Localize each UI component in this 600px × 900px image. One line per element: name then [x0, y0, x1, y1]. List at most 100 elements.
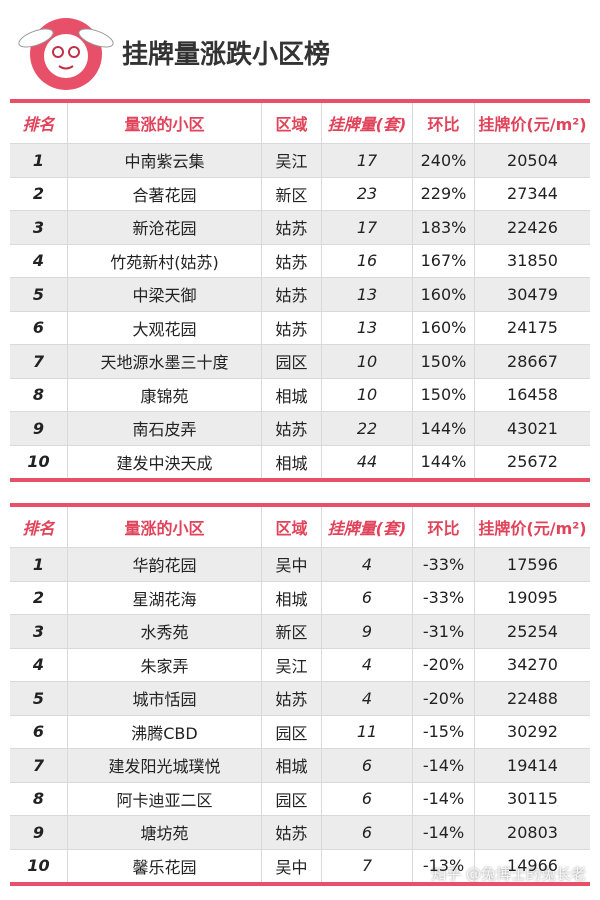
row: 7 天地源水墨三十度 园区 10 150% 28667	[10, 344, 590, 378]
cell: -31%	[413, 615, 475, 648]
cell: 160%	[413, 311, 475, 344]
cell: 5	[10, 682, 68, 715]
row: 10 建发中泱天成 相城 44 144% 25672	[10, 444, 590, 478]
cell: 9	[10, 816, 68, 849]
row: 4 竹苑新村(姑苏) 姑苏 16 167% 31850	[10, 243, 590, 277]
header-cell: 环比	[413, 507, 475, 547]
cell: 10	[322, 378, 413, 411]
row: 6 大观花园 姑苏 13 160% 24175	[10, 310, 590, 344]
cell: 新区	[262, 177, 322, 210]
cell: 16458	[507, 385, 558, 405]
cell: 9	[322, 615, 413, 648]
watermark: 知乎 @兔博士的兔长老	[431, 865, 586, 883]
cell: 11	[322, 715, 413, 748]
cell: 相城	[262, 581, 322, 614]
cell: 24175	[507, 318, 558, 338]
cell: 合著花园	[68, 177, 262, 210]
cell: 康锦苑	[68, 378, 262, 411]
table: 排名 量涨的小区 区域 挂牌量(套) 环比 挂牌价(元/m²) 1 华韵花园 吴中 4 -33% 17…	[10, 503, 590, 886]
cell: 4	[322, 682, 413, 715]
cell: 23	[322, 177, 413, 210]
cell: 园区	[262, 782, 322, 815]
cell: 10	[10, 849, 68, 882]
cell: 31850	[507, 251, 558, 271]
cell: 相城	[262, 749, 322, 782]
cell: 姑苏	[262, 278, 322, 311]
row: 9 塘坊苑 姑苏 6 -14% 20803	[10, 815, 590, 849]
table: 排名 量涨的小区 区域 挂牌量(套) 环比 挂牌价(元/m²) 1 中南紫云集 吴江 17 240%…	[10, 99, 590, 482]
cell: -15%	[413, 715, 475, 748]
cell: 13	[322, 278, 413, 311]
row: 3 水秀苑 新区 9 -31% 25254	[10, 614, 590, 648]
cell: -13%	[413, 849, 475, 882]
cell: 20803	[507, 822, 558, 842]
cell: 150%	[413, 378, 475, 411]
cell: 30479	[507, 284, 558, 304]
row: 5 中梁天御 姑苏 13 160% 30479	[10, 277, 590, 311]
cell: 22488	[507, 688, 558, 708]
cell: 天地源水墨三十度	[68, 345, 262, 378]
cell: 园区	[262, 715, 322, 748]
cell: 相城	[262, 445, 322, 478]
row: 2 星湖花海 相城 6 -33% 19095	[10, 580, 590, 614]
cell: 20504	[507, 150, 558, 170]
header-row: 排名 量涨的小区 区域 挂牌量(套) 环比 挂牌价(元/m²)	[10, 507, 590, 547]
row: 8 康锦苑 相城 10 150% 16458	[10, 377, 590, 411]
cell: 25672	[507, 452, 558, 472]
header-cell: 区域	[262, 507, 322, 547]
cell: 吴中	[262, 849, 322, 882]
cell: 阿卡迪亚二区	[68, 782, 262, 815]
cell: 6	[322, 816, 413, 849]
cell: 167%	[413, 244, 475, 277]
cell: 17	[322, 144, 413, 177]
cell: -14%	[413, 816, 475, 849]
row: 5 城市恬园 姑苏 4 -20% 22488	[10, 681, 590, 715]
cell: 2	[10, 581, 68, 614]
cell: 姑苏	[262, 311, 322, 344]
cell: -20%	[413, 682, 475, 715]
row: 7 建发阳光城璞悦 相城 6 -14% 19414	[10, 748, 590, 782]
cell: 华韵花园	[68, 548, 262, 581]
cell: 吴江	[262, 144, 322, 177]
cell: 17596	[507, 554, 558, 574]
cell: 新区	[262, 615, 322, 648]
cell: 144%	[413, 412, 475, 445]
cell: 朱家弄	[68, 648, 262, 681]
header-cell: 量涨的小区	[68, 507, 262, 547]
cell: 姑苏	[262, 211, 322, 244]
row: 9 南石皮弄 姑苏 22 144% 43021	[10, 411, 590, 445]
title: 挂牌量涨跌小区榜	[122, 40, 331, 70]
cell: 1	[10, 548, 68, 581]
row: 1 中南紫云集 吴江 17 240% 20504	[10, 143, 590, 177]
cell: 3	[10, 211, 68, 244]
cell: 6	[10, 715, 68, 748]
cell: 相城	[262, 378, 322, 411]
cell: 4	[322, 548, 413, 581]
cell: 25254	[507, 621, 558, 641]
row: 8 阿卡迪亚二区 园区 6 -14% 30115	[10, 781, 590, 815]
cell: 30292	[507, 722, 558, 742]
header-cell: 排名	[10, 507, 68, 547]
cell: 22	[322, 412, 413, 445]
cell: 22426	[507, 217, 558, 237]
cell: 5	[10, 278, 68, 311]
row: 4 朱家弄 吴江 4 -20% 34270	[10, 647, 590, 681]
cell: 240%	[413, 144, 475, 177]
cell: 16	[322, 244, 413, 277]
cell: 1	[10, 144, 68, 177]
cell: 姑苏	[262, 816, 322, 849]
cell: 27344	[507, 184, 558, 204]
cell: 150%	[413, 345, 475, 378]
header-cell: 区域	[262, 103, 322, 143]
cell: 吴江	[262, 648, 322, 681]
cell: 城市恬园	[68, 682, 262, 715]
row: 2 合著花园 新区 23 229% 27344	[10, 176, 590, 210]
header-cell: 环比	[413, 103, 475, 143]
cell: 229%	[413, 177, 475, 210]
cell: 8	[10, 782, 68, 815]
cell: 160%	[413, 278, 475, 311]
row: 10 馨乐花园 吴中 7 -13% 14966	[10, 848, 590, 882]
cell: 4	[10, 244, 68, 277]
header-cell: 挂牌价(元/m²)	[478, 115, 587, 134]
row: 1 华韵花园 吴中 4 -33% 17596	[10, 547, 590, 581]
